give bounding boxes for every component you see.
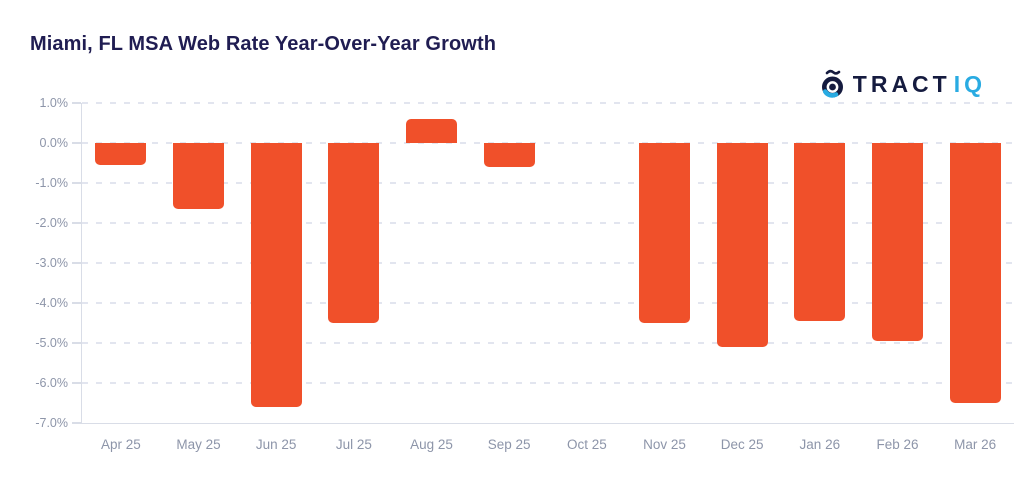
x-axis-label-feb-26: Feb 26 xyxy=(876,437,919,452)
y-axis-label: -5.0% xyxy=(35,336,68,350)
gridline xyxy=(82,262,1014,264)
x-axis-label-oct-25: Oct 25 xyxy=(566,437,607,452)
bar-jan-26 xyxy=(794,143,846,321)
x-axis-label-apr-25: Apr 25 xyxy=(100,437,141,452)
y-axis-tick xyxy=(72,302,81,304)
bar-jun-25 xyxy=(250,143,302,407)
gridline xyxy=(82,142,1014,144)
bar-aug-25 xyxy=(406,119,457,143)
y-axis-tick xyxy=(72,342,81,344)
chart-title: Miami, FL MSA Web Rate Year-Over-Year Gr… xyxy=(30,33,497,55)
y-axis-tick xyxy=(72,142,81,144)
y-axis-label: -6.0% xyxy=(35,376,68,390)
gridline xyxy=(82,302,1014,304)
x-axis-label-aug-25: Aug 25 xyxy=(410,437,453,452)
x-axis-label-jul-25: Jul 25 xyxy=(335,437,372,452)
y-axis-label: -7.0% xyxy=(35,416,68,430)
gridline xyxy=(82,222,1014,224)
bar-sep-25 xyxy=(483,143,535,167)
x-axis-label-dec-25: Dec 25 xyxy=(720,437,764,452)
x-axis-label-jan-26: Jan 26 xyxy=(799,437,841,452)
y-axis-label: -4.0% xyxy=(35,296,68,310)
y-axis-label: -1.0% xyxy=(35,176,68,190)
bar-mar-26 xyxy=(949,143,1001,403)
y-axis-label: 0.0% xyxy=(39,136,69,150)
y-axis-tick xyxy=(72,182,81,184)
y-axis-label: -2.0% xyxy=(35,216,68,230)
logo-text-iq: IQ xyxy=(953,70,986,97)
x-axis-label-may-25: May 25 xyxy=(176,437,221,452)
gridline xyxy=(82,342,1014,344)
bar-feb-26 xyxy=(872,143,923,341)
bar-nov-25 xyxy=(639,143,690,323)
logo-text-tract: TRACT xyxy=(852,70,951,97)
y-axis-tick xyxy=(72,222,81,224)
tractiq-logo-text: TRACT IQ xyxy=(852,70,986,97)
bar-dec-25 xyxy=(716,143,768,347)
y-axis-tick xyxy=(72,422,81,424)
y-axis-tick xyxy=(72,102,81,104)
tractiq-logo-icon xyxy=(818,68,848,100)
gridline xyxy=(82,182,1014,184)
y-axis-label: 1.0% xyxy=(39,96,69,110)
x-axis-label-jun-25: Jun 25 xyxy=(255,437,297,452)
bar-chart-plot-area: 1.0% 0.0% -1.0% -2.0% -3.0% -4.0% -5.0% -6.0% -7… xyxy=(35,96,1014,452)
tractiq-logo: TRACT IQ xyxy=(818,68,986,100)
bar-may-25 xyxy=(173,143,224,209)
x-axis-label-sep-25: Sep 25 xyxy=(487,437,531,452)
gridline xyxy=(82,382,1014,384)
bar-jul-25 xyxy=(328,143,380,323)
bar-apr-25 xyxy=(95,143,147,165)
gridline xyxy=(82,102,1014,104)
y-axis-tick xyxy=(72,262,81,264)
y-axis-label: -3.0% xyxy=(35,256,68,270)
x-axis-label-nov-25: Nov 25 xyxy=(643,437,686,452)
y-axis-tick xyxy=(72,382,81,384)
x-axis-label-mar-26: Mar 26 xyxy=(954,437,997,452)
